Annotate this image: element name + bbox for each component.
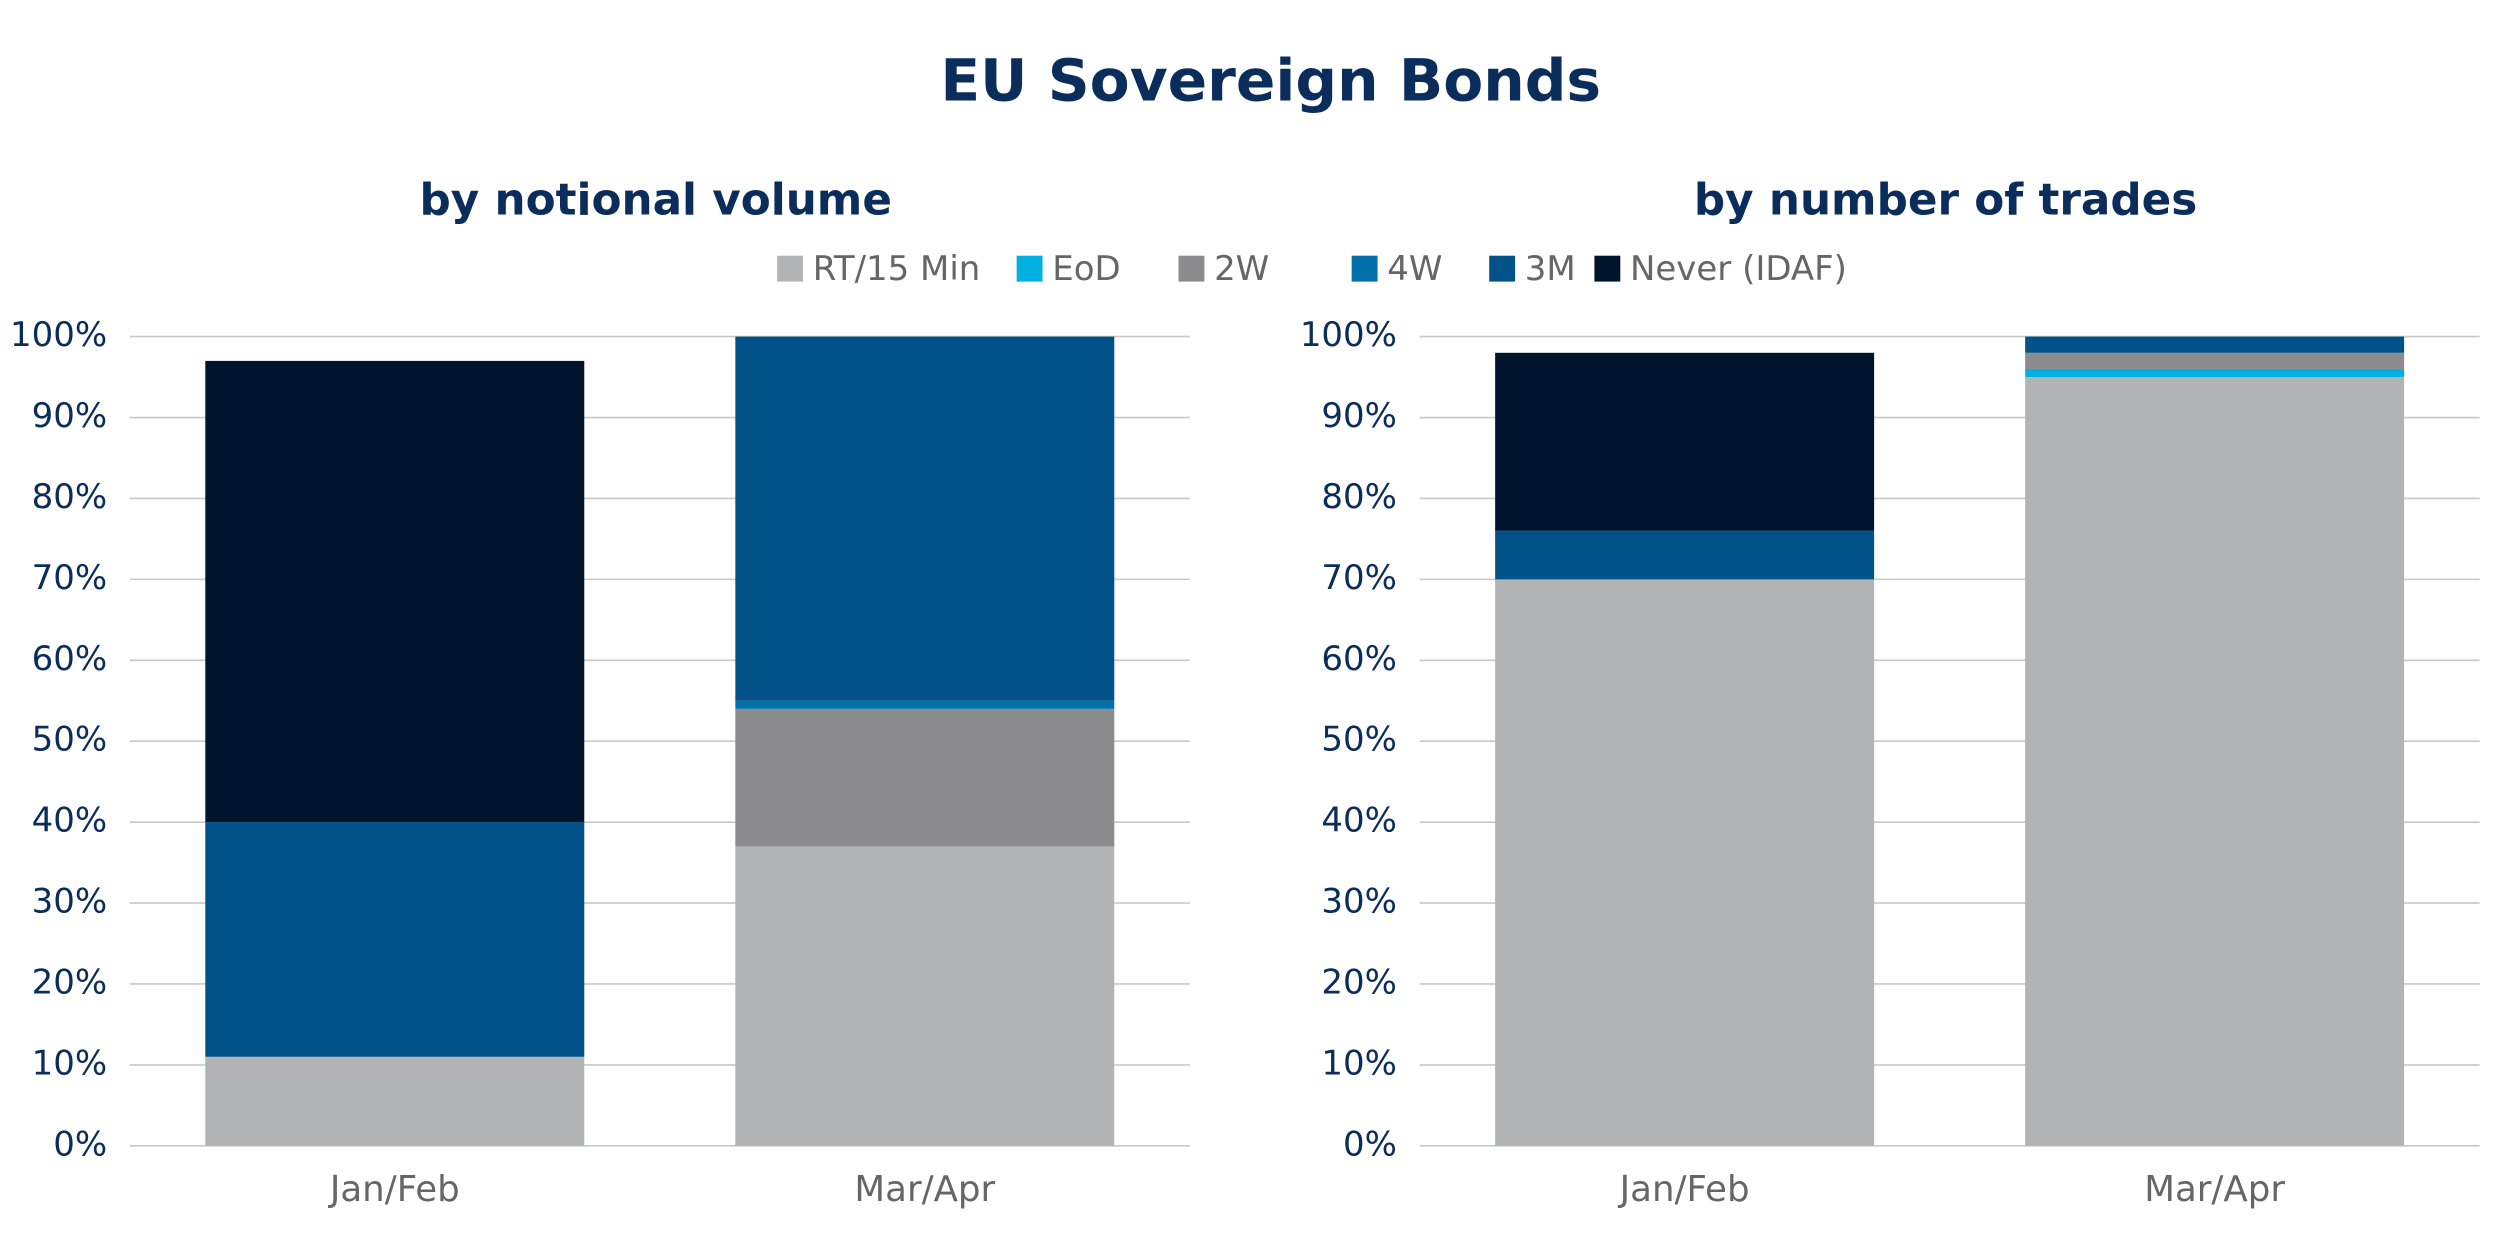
y-tick-label: 40% xyxy=(1321,801,1397,841)
bar-segment xyxy=(205,1056,585,1146)
chart-title: EU Sovereign Bonds xyxy=(940,46,1601,114)
bar-segment xyxy=(2025,352,2405,369)
x-tick-label: Jan/Feb xyxy=(1618,1169,1750,1210)
y-tick-label: 0% xyxy=(1343,1124,1397,1164)
x-tick-label: Mar/Apr xyxy=(2144,1169,2285,1210)
y-tick-label: 30% xyxy=(1321,882,1397,922)
legend-label: 2W xyxy=(1214,249,1269,289)
y-tick-label: 20% xyxy=(1321,962,1397,1002)
bar-segment xyxy=(735,846,1115,1146)
y-tick-label: 100% xyxy=(10,315,107,355)
chart-subtitle: by notional volume xyxy=(420,174,892,225)
bar-segment xyxy=(1495,530,1875,580)
y-tick-label: 10% xyxy=(32,1043,108,1083)
y-tick-label: 70% xyxy=(1321,558,1397,598)
y-tick-label: 60% xyxy=(1321,639,1397,679)
bar-segment xyxy=(2025,368,2405,378)
y-tick-label: 20% xyxy=(32,962,108,1002)
legend-label: Never (IDAF) xyxy=(1630,249,1847,289)
y-tick-label: 50% xyxy=(32,720,108,760)
legend-label: EoD xyxy=(1052,249,1120,289)
bar-segment xyxy=(735,336,1115,701)
chart-subtitle: by number of trades xyxy=(1694,174,2197,225)
bar-segment xyxy=(735,708,1115,847)
y-tick-label: 30% xyxy=(32,882,108,922)
y-tick-label: 80% xyxy=(1321,477,1397,517)
legend-label: 3M xyxy=(1525,249,1576,289)
y-tick-label: 40% xyxy=(32,801,108,841)
y-tick-label: 50% xyxy=(1321,720,1397,760)
y-tick-label: 70% xyxy=(32,558,108,598)
y-tick-label: 100% xyxy=(1300,315,1397,355)
legend-swatch xyxy=(1594,255,1621,282)
bar-segment xyxy=(2025,377,2405,1146)
bar-segment xyxy=(205,822,585,1057)
legend-swatch xyxy=(1351,255,1378,282)
legend-swatch xyxy=(777,255,804,282)
y-tick-label: 60% xyxy=(32,639,108,679)
y-tick-label: 10% xyxy=(1321,1043,1397,1083)
bar-segment xyxy=(1495,579,1875,1146)
bar-segment xyxy=(1495,352,1875,531)
y-tick-label: 80% xyxy=(32,477,108,517)
legend-swatch xyxy=(1016,255,1043,282)
bar-segment xyxy=(735,700,1115,709)
legend-label: 4W xyxy=(1387,249,1442,289)
legend-label: RT/15 Min xyxy=(813,249,981,289)
y-tick-label: 0% xyxy=(53,1124,107,1164)
y-tick-label: 90% xyxy=(32,396,108,436)
y-tick-label: 90% xyxy=(1321,396,1397,436)
legend-swatch xyxy=(1489,255,1516,282)
x-tick-label: Jan/Feb xyxy=(328,1169,460,1210)
bar-segment xyxy=(205,360,585,823)
x-tick-label: Mar/Apr xyxy=(854,1169,995,1210)
bar-segment xyxy=(2025,336,2405,353)
legend-swatch xyxy=(1178,255,1205,282)
